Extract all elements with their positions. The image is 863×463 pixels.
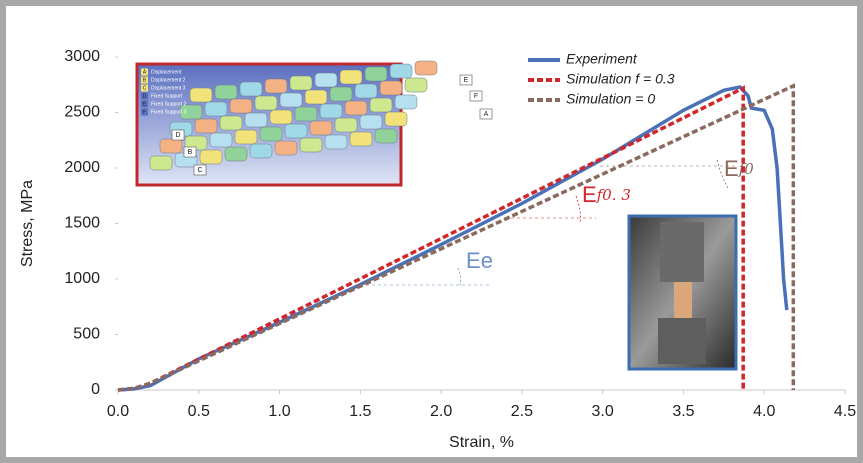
fea-patch (270, 110, 292, 124)
fea-patch (265, 79, 287, 93)
fea-patch (160, 139, 182, 153)
fea-patch (310, 121, 332, 135)
y-tick-label: 0 (91, 381, 100, 398)
fea-patch (340, 70, 362, 84)
fea-patch (150, 156, 172, 170)
legend-label: Simulation = 0 (566, 91, 655, 107)
y-tick-label: 2500 (64, 104, 100, 121)
legend-label: Simulation f = 0.3 (566, 71, 675, 87)
fea-patch (405, 78, 427, 92)
x-tick-label: 0.5 (188, 403, 210, 420)
fea-patch (360, 115, 382, 129)
annotation: Ee (466, 248, 493, 273)
fea-patch (335, 118, 357, 132)
fea-patch (385, 112, 407, 126)
grip-bottom (658, 318, 706, 364)
x-tick-label: 1.0 (268, 403, 290, 420)
inset-label: Fixed Support 3 (151, 109, 187, 115)
fea-patch (295, 107, 317, 121)
callout: C (197, 167, 202, 174)
fea-patch (370, 98, 392, 112)
x-tick-label: 2.0 (430, 403, 452, 420)
fea-patch (200, 150, 222, 164)
y-tick-label: 500 (73, 326, 100, 343)
fea-patch (275, 141, 297, 155)
callout: A (484, 111, 489, 118)
fea-patch (330, 87, 352, 101)
annotation: Ef0 (724, 156, 754, 181)
fea-patch (245, 113, 267, 127)
fea-patch (395, 95, 417, 109)
fea-patch (290, 76, 312, 90)
inset-key: D (143, 93, 147, 99)
fea-patch (250, 144, 272, 158)
callout: F (474, 93, 478, 100)
fea-patch (230, 99, 252, 113)
x-tick-label: 0.0 (107, 403, 129, 420)
fea-patch (225, 147, 247, 161)
inset-label: Displacement 2 (151, 77, 186, 83)
inset-label: Fixed Support (151, 93, 183, 99)
x-tick-label: 2.5 (511, 403, 533, 420)
fea-patch (260, 127, 282, 141)
fea-patch (390, 64, 412, 78)
fea-patch (355, 84, 377, 98)
fea-patch (220, 116, 242, 130)
fea-patch (320, 104, 342, 118)
callout: B (188, 149, 193, 156)
x-tick-label: 3.5 (672, 403, 694, 420)
fea-patch (305, 90, 327, 104)
y-tick-label: 2000 (64, 159, 100, 176)
fea-patch (195, 119, 217, 133)
fea-patch (215, 85, 237, 99)
fea-patch (240, 82, 262, 96)
fea-patch (285, 124, 307, 138)
inset-label: Displacement (151, 69, 182, 75)
fea-patch (300, 138, 322, 152)
fea-patch (315, 73, 337, 87)
fea-patch (375, 129, 397, 143)
y-tick-label: 1000 (64, 270, 100, 287)
inset-key: C (143, 85, 147, 91)
annotation-main: E (724, 156, 739, 181)
fea-patch (325, 135, 347, 149)
annotation-main: E (466, 248, 481, 273)
inset-label: Fixed Support 2 (151, 101, 187, 107)
chart: A Displacement B Displacement 2 C Displacemen… (0, 0, 863, 463)
callout: E (464, 77, 469, 84)
y-axis-title: Stress, MPa (19, 180, 36, 267)
x-tick-label: 4.0 (753, 403, 775, 420)
annotation-sub: f0 (738, 160, 755, 178)
specimen (674, 282, 692, 318)
callout: D (175, 132, 180, 139)
annotation-sub: e (481, 248, 493, 273)
annotation-main: E (582, 182, 597, 207)
page: A Displacement B Displacement 2 C Displacemen… (0, 0, 863, 463)
fea-patch (205, 102, 227, 116)
fea-patch (365, 67, 387, 81)
fea-patch (415, 61, 437, 75)
fea-patch (210, 133, 232, 147)
fea-patch (190, 88, 212, 102)
fea-patch (345, 101, 367, 115)
y-tick-label: 1500 (64, 215, 100, 232)
fea-patch (350, 132, 372, 146)
annotation: Ef0. 3 (582, 182, 631, 207)
fea-patch (280, 93, 302, 107)
inset-key: F (143, 109, 146, 115)
grip-top (660, 222, 704, 282)
inset-label: Displacement 3 (151, 85, 186, 91)
x-tick-label: 3.0 (592, 403, 614, 420)
annotation-sub: f0. 3 (596, 186, 631, 204)
legend-label: Experiment (566, 51, 638, 67)
fea-patch (235, 130, 257, 144)
fea-patch (380, 81, 402, 95)
x-tick-label: 1.5 (349, 403, 371, 420)
x-axis-title: Strain, % (449, 434, 514, 451)
y-tick-label: 3000 (64, 48, 100, 65)
x-tick-label: 4.5 (834, 403, 856, 420)
fea-patch (255, 96, 277, 110)
